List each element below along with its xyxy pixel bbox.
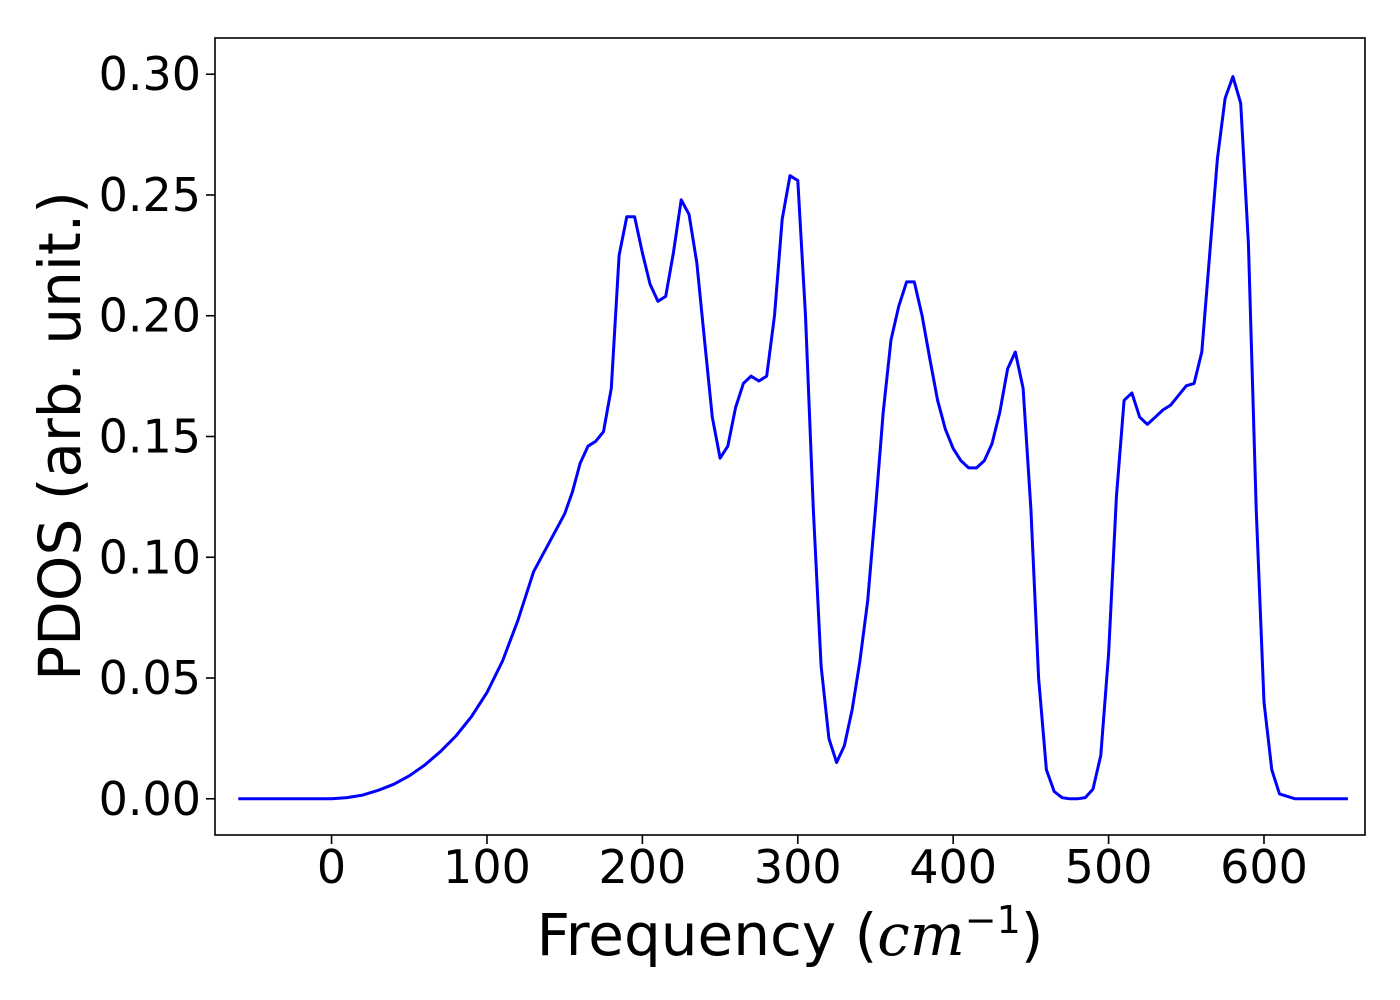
x-tick-label: 0 <box>317 840 346 894</box>
y-tick-label: 0.20 <box>99 289 201 343</box>
x-tick-label: 100 <box>443 840 531 894</box>
x-tick-label: 600 <box>1220 840 1308 894</box>
y-tick-label: 0.00 <box>99 772 201 826</box>
x-tick-label: 500 <box>1065 840 1153 894</box>
series-layer <box>238 75 1348 801</box>
x-axis: 0 100 200 300 400 500 600 <box>317 835 1308 894</box>
y-tick-label: 0.25 <box>99 168 201 222</box>
y-tick-label: 0.15 <box>99 410 201 464</box>
y-axis-label: PDOS (arb. unit.) <box>26 191 94 681</box>
y-axis: 0.00 0.05 0.10 0.15 0.20 0.25 0.30 <box>99 47 215 826</box>
pdos-series-line <box>238 75 1348 801</box>
x-tick-label: 200 <box>598 840 686 894</box>
x-tick-label: 400 <box>909 840 997 894</box>
x-axis-label: Frequency (cm−1) <box>537 898 1044 969</box>
y-tick-label: 0.05 <box>99 651 201 705</box>
y-tick-label: 0.30 <box>99 47 201 101</box>
plot-area-frame <box>214 37 1366 836</box>
y-tick-label: 0.10 <box>99 530 201 584</box>
x-tick-label: 300 <box>754 840 842 894</box>
